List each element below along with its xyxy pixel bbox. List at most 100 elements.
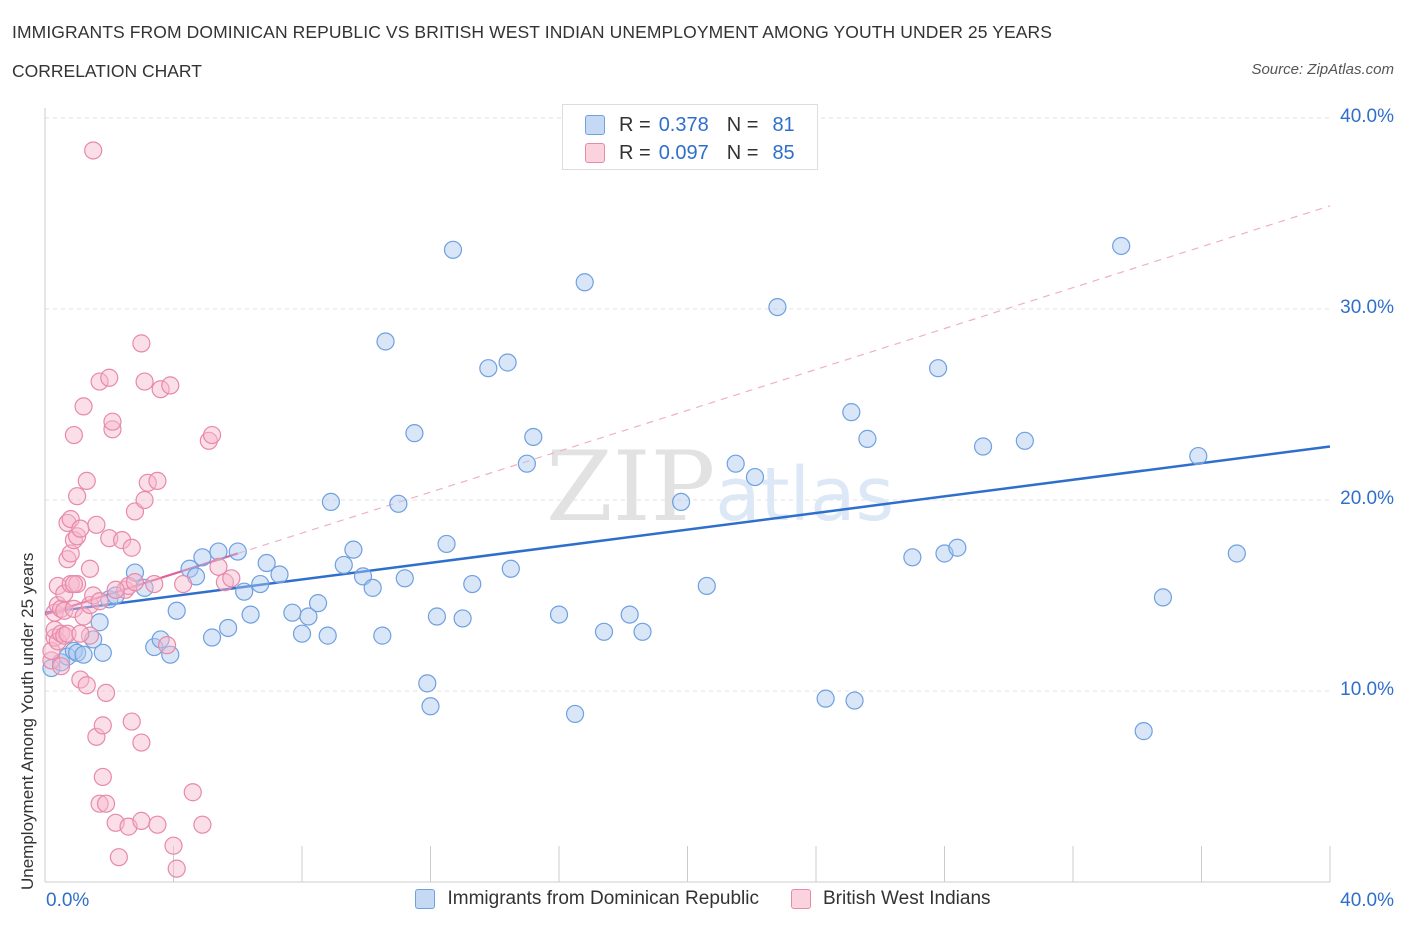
point-dominican [202,628,222,647]
point-bwi [125,573,145,592]
point-dominican [219,618,238,638]
y-tick-label: 40.0% [1340,106,1394,127]
point-dominican [241,605,260,624]
point-dominican [845,691,864,710]
point-bwi [68,487,87,506]
point-bwi [51,599,71,618]
point-dominican [549,605,569,624]
series-legend: Immigrants from Dominican Republic Briti… [0,888,1406,910]
point-dominican [167,601,186,620]
point-dominican [308,594,328,613]
point-dominican [161,645,180,664]
n-label: N = [726,141,759,164]
point-dominican [697,576,716,596]
point-dominican [1112,236,1131,256]
point-bwi [135,372,154,391]
point-bwi [106,580,125,599]
point-dominican [135,578,154,597]
point-bwi [64,574,84,594]
point-dominican [334,555,353,575]
point-dominican [427,607,447,626]
point-bwi [90,592,109,611]
point-dominican [671,492,691,512]
stats-swatch-dominican [585,115,605,135]
point-bwi [174,574,193,594]
point-bwi [132,334,151,353]
y-tick-label: 10.0% [1340,679,1394,700]
point-dominican [257,553,276,573]
y-tick-label: 20.0% [1340,488,1394,509]
trend-line-dominican [44,445,1331,614]
point-bwi [77,471,96,490]
point-bwi [90,794,109,813]
point-bwi [145,574,164,594]
point-dominican [64,641,84,660]
n-label: N = [726,113,759,136]
point-bwi [132,733,151,752]
point-bwi [103,412,122,431]
point-dominican [437,534,456,554]
legend-swatch-bwi [790,889,811,909]
legend-item-bwi[interactable]: British West Indians [790,888,991,910]
stats-legend: R = 0.378 N = 81 R = 0.097 N = 85 [562,104,818,170]
point-bwi [58,550,77,569]
point-bwi [109,848,128,867]
point-bwi [61,544,80,563]
point-dominican [973,437,993,456]
point-bwi [42,641,61,660]
point-dominican [842,403,861,422]
r-label: R = [619,113,651,136]
point-dominican [373,626,392,645]
point-dominican [948,538,967,557]
point-dominican [565,704,585,724]
point-dominican [858,429,877,448]
point-dominican [1189,446,1208,466]
r-label: R = [619,141,651,164]
point-dominican [344,540,363,559]
point-bwi [74,397,93,416]
point-dominican [270,565,289,584]
point-bwi [55,626,74,645]
trend-line-bwi [44,552,239,616]
point-bwi [112,531,132,550]
legend-label-bwi: British West Indians [822,888,991,909]
point-dominican [498,353,517,372]
point-dominican [524,427,543,447]
point-bwi [199,431,218,450]
point-dominican [395,569,414,588]
watermark-atlas: atlas [715,452,894,538]
point-bwi [87,727,106,746]
point-bwi [100,368,119,387]
point-dominican [421,697,440,716]
point-dominican [463,574,482,594]
point-dominican [928,359,948,378]
legend-item-dominican[interactable]: Immigrants from Dominican Republic [415,888,759,910]
point-dominican [292,624,312,643]
point-dominican [318,626,337,645]
point-bwi [122,712,141,731]
point-bwi [71,624,90,643]
point-dominican [726,454,745,473]
x-tick-label: 0.0% [46,890,90,911]
point-bwi [93,767,112,787]
x-tick-label: 40.0% [1340,890,1394,911]
watermark: ZIPatlas [546,431,894,543]
point-dominican [443,240,463,259]
r-value: 0.097 [658,141,709,164]
stats-swatch-bwi [585,143,605,163]
point-dominican [193,548,212,567]
source-label: Source: ZipAtlas.com [1251,61,1394,78]
chart-subtitle: CORRELATION CHART [12,61,202,81]
point-dominican [405,424,424,443]
point-dominican [575,273,594,292]
point-bwi [202,425,222,445]
point-bwi [151,380,170,399]
point-bwi [61,509,80,529]
point-dominican [517,454,536,473]
point-dominican [768,297,787,317]
point-bwi [148,471,167,490]
point-bwi [96,794,116,813]
point-bwi [77,676,96,695]
stats-row-bwi: R = 0.097 N = 85 [585,139,795,167]
grid-lines [45,117,1330,692]
